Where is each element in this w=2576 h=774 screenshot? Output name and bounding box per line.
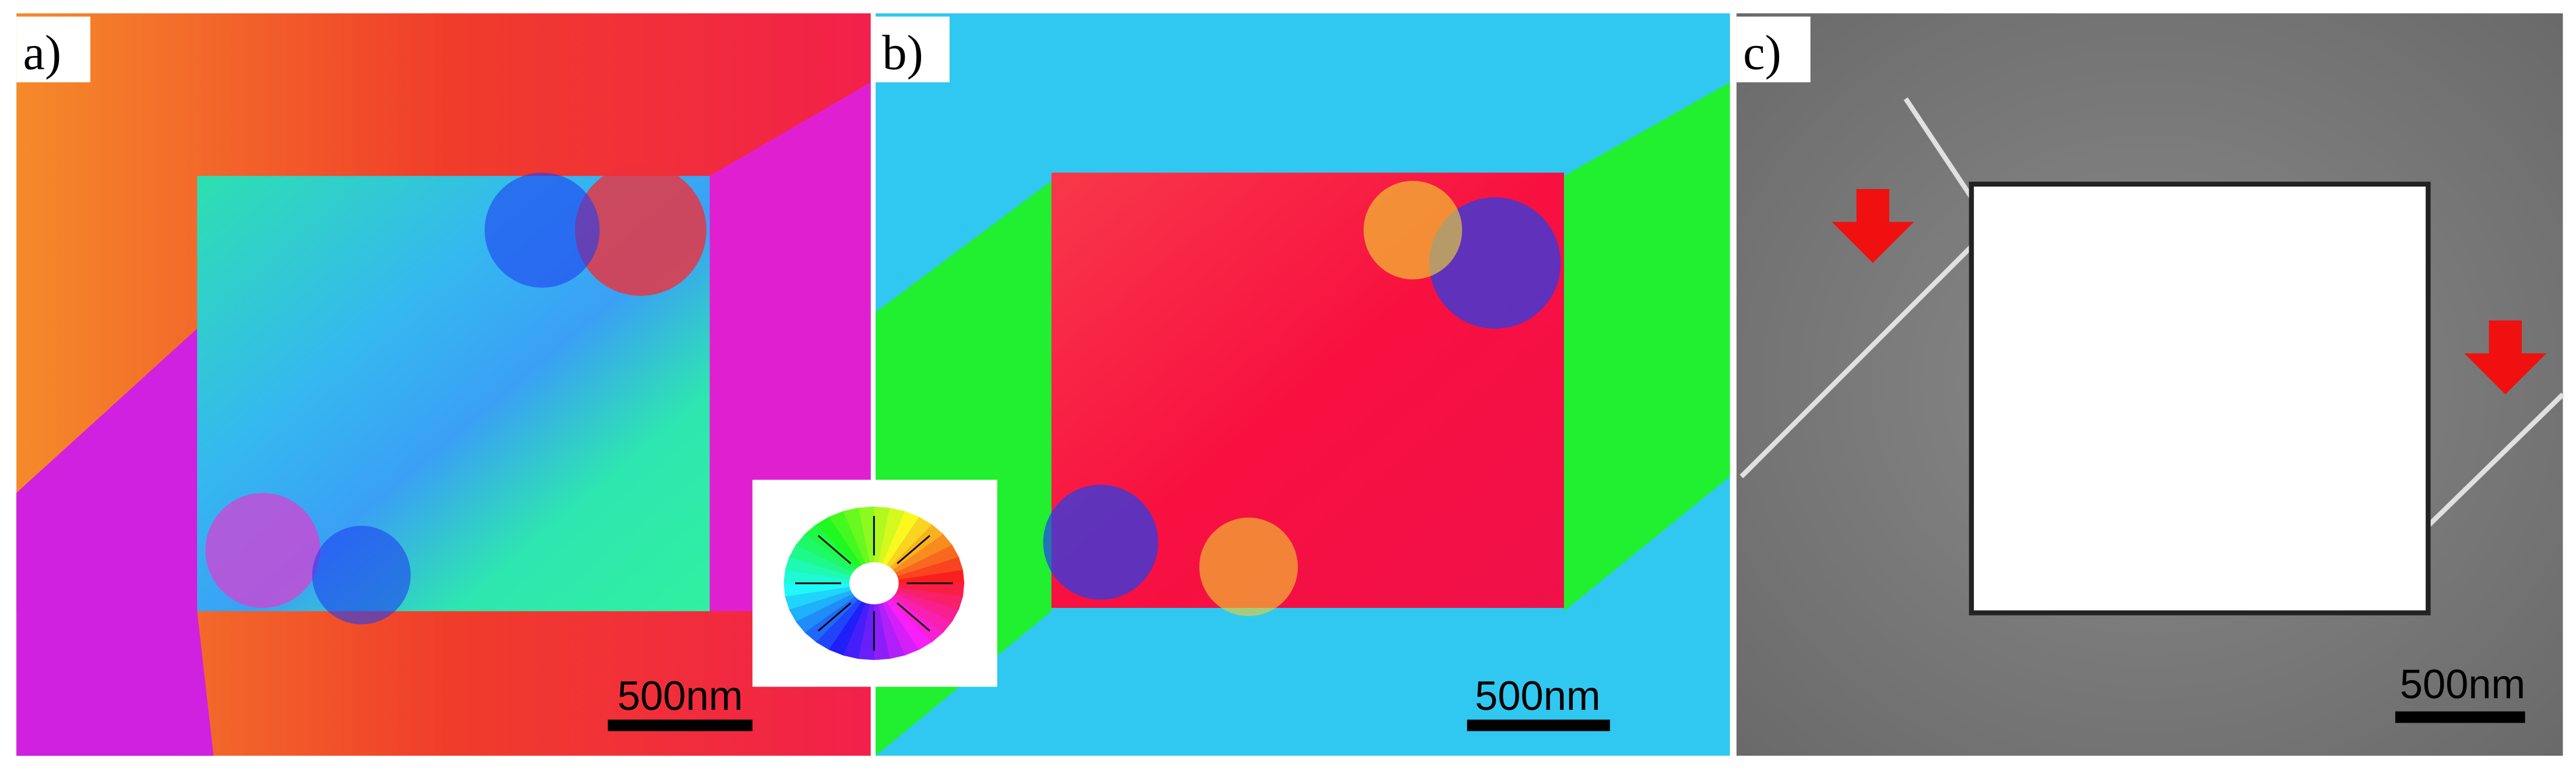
wheel-segment [886, 516, 932, 568]
vortex [575, 164, 707, 296]
wheel-segment [895, 544, 959, 576]
wheel-segment [882, 511, 919, 565]
wheel-segment [897, 586, 964, 610]
wheel-arrow [897, 602, 930, 632]
wheel-segment [783, 569, 850, 584]
panel-label: b) [882, 26, 923, 80]
wheel-segment [789, 544, 853, 576]
wheel-segment [795, 534, 855, 574]
wheel-segment [785, 587, 851, 610]
label-background [876, 16, 950, 83]
wheel-segment [878, 603, 906, 659]
wheel-segment [828, 511, 866, 565]
scale-bar-label: 500nm [617, 673, 743, 719]
panel-label: a) [23, 26, 61, 80]
scale-bar-label: 500nm [2400, 661, 2525, 707]
scale-bar-label: 500nm [1475, 673, 1600, 719]
wheel-segment [789, 590, 853, 622]
vortex [1199, 518, 1298, 617]
arrow [1832, 189, 1914, 263]
wheel-segment [898, 569, 965, 583]
color-wheel [752, 480, 997, 687]
wheel-segment [785, 557, 851, 580]
wheel-segment [783, 583, 850, 597]
square-hole [1969, 181, 2431, 615]
vortex [1363, 181, 1463, 280]
wheel-segment [828, 601, 866, 656]
wheel-center [849, 562, 899, 604]
wheel-segment [897, 556, 963, 580]
wheel-arrow [897, 535, 930, 564]
vortex [1043, 484, 1158, 600]
domain [16, 328, 214, 756]
domain-wall [1739, 97, 2565, 528]
wheel-segment [892, 533, 953, 573]
wheel-segment [892, 593, 953, 633]
wheel-segment [898, 582, 965, 597]
scale-bar [1467, 719, 1610, 731]
panel-label: c) [1743, 26, 1781, 80]
wheel-segment [882, 601, 920, 656]
scale-bar [607, 719, 753, 731]
wheel-segment [843, 603, 870, 659]
wheel-arrow [817, 602, 852, 632]
panel-c [1736, 13, 2565, 756]
vortex [205, 492, 321, 608]
vortex [312, 526, 411, 625]
panel-a [16, 13, 871, 756]
panel-b [876, 13, 1730, 756]
wheel-segment [878, 507, 905, 564]
wheel-segment [842, 508, 870, 564]
domain [1563, 82, 1730, 611]
wheel-segment [796, 593, 856, 634]
wheel-segment [874, 604, 891, 660]
wheel-segment [886, 599, 933, 650]
arrow [2464, 320, 2547, 395]
domain [709, 82, 871, 611]
wheel-segment [858, 604, 875, 660]
wheel-arrow [817, 535, 852, 564]
wheel-segment [816, 599, 862, 650]
wheel-segment [858, 506, 874, 563]
label-background [1736, 16, 1811, 83]
label-background [16, 16, 91, 83]
wheel-segment [873, 506, 890, 563]
wheel-segment [815, 516, 862, 568]
vortex [484, 173, 600, 288]
wheel-segment [895, 590, 960, 622]
scale-bar [2395, 711, 2525, 723]
